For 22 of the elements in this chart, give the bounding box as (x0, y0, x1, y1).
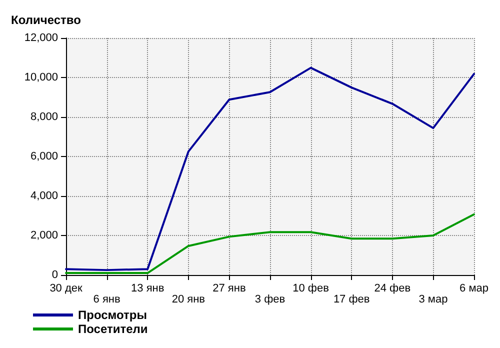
y-tick-label: 8,000 (30, 111, 58, 123)
y-tick-label: 10,000 (24, 72, 58, 84)
y-tick-label: 2,000 (30, 230, 58, 242)
x-tick-label: 6 янв (93, 294, 120, 306)
x-tick-label: 3 фев (254, 294, 286, 306)
x-tick-label: 10 фев (292, 282, 330, 294)
legend-label: Просмотры (78, 308, 148, 322)
x-tick-label: 3 мар (418, 294, 448, 306)
x-tick-label: 17 фев (333, 294, 370, 306)
x-tick-label: 20 янв (172, 294, 206, 306)
y-tick-label: 4,000 (30, 190, 58, 202)
x-tick-label: 6 мар (460, 282, 488, 294)
y-tick-label: 0 (52, 269, 58, 281)
y-axis-title: Количество (11, 13, 81, 27)
x-tick-label: 27 янв (212, 282, 246, 294)
x-tick-label: 13 янв (131, 282, 164, 294)
x-tick-label: 24 фев (374, 282, 411, 294)
x-tick-label: 30 дек (50, 282, 83, 294)
y-tick-label: 6,000 (30, 150, 58, 162)
line-series (65, 66, 475, 272)
y-tick-label: 12,000 (24, 32, 58, 44)
legend-label: Посетители (78, 322, 148, 336)
